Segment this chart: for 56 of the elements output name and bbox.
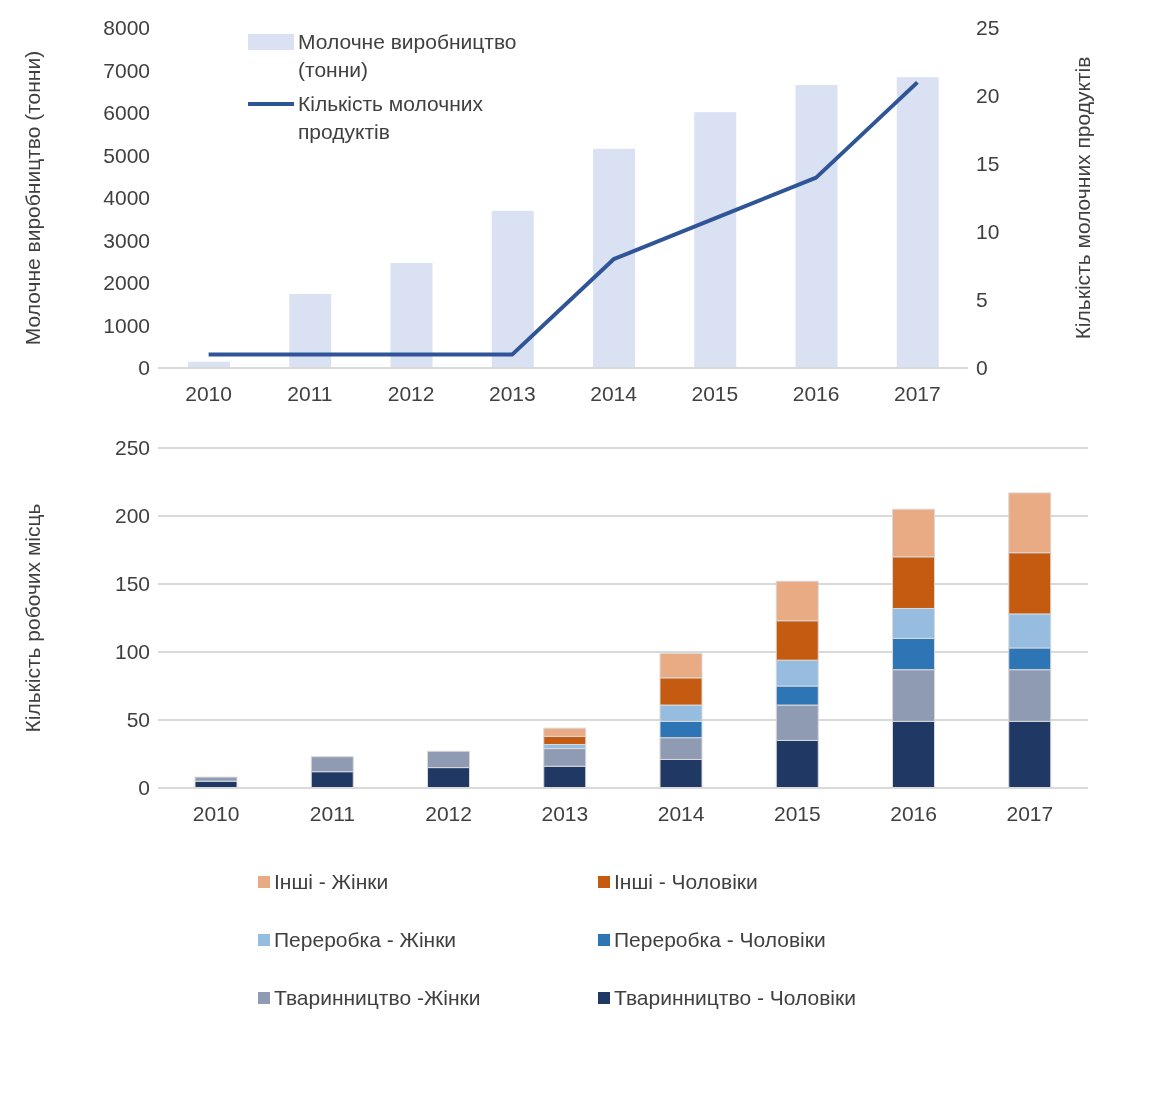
y-tick-label: 7000 bbox=[103, 58, 150, 82]
legend-label: Переробка - Чоловіки bbox=[614, 927, 826, 953]
y-tick-label: 1000 bbox=[103, 313, 150, 337]
x-tick-label: 2016 bbox=[890, 801, 937, 825]
legend-label: Інші - Чоловіки bbox=[614, 869, 758, 895]
y2-tick-label: 20 bbox=[976, 84, 1000, 108]
y2-tick-label: 10 bbox=[976, 220, 1000, 244]
bar bbox=[390, 263, 433, 368]
y-tick-label: 0 bbox=[138, 776, 150, 800]
legend-label: Переробка - Жінки bbox=[274, 927, 457, 953]
y-tick-label: 4000 bbox=[103, 186, 150, 210]
y-tick-label: 200 bbox=[114, 504, 150, 528]
legend-label: Молочне виробництво (тонни) bbox=[298, 29, 518, 83]
bar bbox=[694, 112, 737, 368]
x-tick-label: 2010 bbox=[192, 801, 240, 825]
y-tick-label: 150 bbox=[114, 572, 150, 596]
x-tick-label: 2012 bbox=[425, 801, 472, 825]
bar bbox=[491, 210, 534, 368]
x-tick-label: 2010 bbox=[185, 381, 232, 405]
y2-tick-label: 5 bbox=[976, 288, 988, 312]
legend-label: Інші - Жінки bbox=[274, 869, 389, 895]
bar bbox=[289, 294, 332, 368]
x-tick-label: 2015 bbox=[774, 801, 821, 825]
x-tick-label: 2013 bbox=[541, 801, 589, 825]
x-tick-label: 2017 bbox=[1006, 801, 1054, 825]
legend-label: Тваринництво -Жінки bbox=[274, 985, 481, 1011]
y2-tick-label: 15 bbox=[976, 152, 1000, 176]
y2-tick-label: 0 bbox=[976, 356, 988, 380]
y-tick-label: 100 bbox=[114, 640, 150, 664]
bar bbox=[896, 77, 939, 368]
bar bbox=[795, 84, 838, 368]
x-tick-label: 2016 bbox=[792, 381, 840, 405]
y2-tick-label: 25 bbox=[976, 16, 1000, 40]
x-tick-label: 2013 bbox=[489, 381, 536, 405]
y2-axis-title: Кількість молочних продуктів bbox=[1071, 56, 1095, 340]
x-tick-label: 2017 bbox=[894, 381, 941, 405]
y-axis-title: Кількість робочих місць bbox=[21, 503, 45, 733]
x-tick-label: 2015 bbox=[691, 381, 739, 405]
legend-label: Кількість молочних продуктів bbox=[298, 91, 484, 145]
y-tick-label: 5000 bbox=[103, 143, 150, 167]
y-tick-label: 2000 bbox=[103, 271, 150, 295]
legend-label: Тваринництво - Чоловіки bbox=[614, 985, 856, 1011]
x-tick-label: 2011 bbox=[287, 381, 333, 405]
y-tick-label: 0 bbox=[138, 356, 150, 380]
y-tick-label: 6000 bbox=[103, 101, 150, 125]
x-tick-label: 2011 bbox=[309, 801, 355, 825]
y-tick-label: 8000 bbox=[103, 16, 150, 40]
y-tick-label: 50 bbox=[126, 708, 150, 732]
x-tick-label: 2014 bbox=[590, 381, 638, 405]
y-axis-title: Молочне виробництво (тонни) bbox=[21, 50, 45, 346]
x-tick-label: 2012 bbox=[387, 381, 435, 405]
line-series bbox=[206, 80, 920, 357]
bar bbox=[593, 148, 635, 368]
y-tick-label: 250 bbox=[114, 436, 150, 460]
x-tick-label: 2014 bbox=[657, 801, 705, 825]
y-tick-label: 3000 bbox=[103, 228, 150, 252]
